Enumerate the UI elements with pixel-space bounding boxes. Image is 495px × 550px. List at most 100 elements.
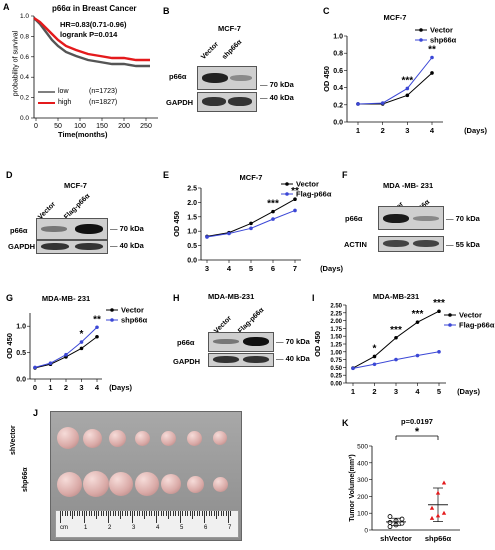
ruler-tick (211, 511, 212, 516)
panel-label-k: K (342, 418, 349, 428)
series-point-2 (95, 325, 99, 330)
ruler-tick (196, 511, 198, 516)
ruler-tick (81, 511, 83, 516)
x-tick-label: 4 (95, 383, 100, 392)
significance-mark: ** (291, 186, 299, 197)
legend-marker-1 (448, 313, 452, 317)
km-ytick-label: 1.0 (20, 13, 29, 20)
series-point-2 (380, 101, 385, 105)
ruler-tick (223, 511, 224, 516)
ruler-label: 1 (84, 525, 88, 531)
blot-b-membrane1 (197, 66, 257, 90)
x-axis-label: (Days) (457, 387, 480, 396)
blot-b-membrane2 (197, 92, 257, 112)
x-tick-label: 2 (64, 383, 68, 392)
ruler-tick (177, 511, 179, 516)
y-tick-label: 2.25 (330, 311, 342, 317)
significance-mark: * (80, 329, 84, 340)
ruler-tick (122, 511, 123, 516)
ruler-tick (60, 511, 61, 523)
series-line-1 (358, 72, 433, 105)
y-axis-label: OD 450 (313, 331, 322, 357)
tumor-photo: cm 1 2 3 4 5 6 7 (50, 411, 242, 541)
tumor (57, 471, 82, 497)
km-hr: HR=0.83(0.71-0.96) (60, 20, 127, 29)
ruler-tick (100, 511, 102, 516)
y-tick-label: 0.50 (330, 366, 342, 372)
series-point-1 (405, 93, 410, 98)
ruler-tick (139, 511, 140, 516)
tumor (109, 472, 133, 496)
series-point-1 (437, 309, 441, 314)
data-point-shp66a (441, 510, 447, 515)
significance-mark: *** (412, 309, 424, 320)
legend-label-1: Vector (430, 26, 453, 35)
series-point-1 (249, 221, 253, 226)
series-point-1 (372, 354, 377, 359)
tumor (161, 474, 181, 494)
ruler-label: 6 (204, 525, 208, 531)
blot-d-row2: GAPDH (8, 242, 36, 251)
x-tick-label: 2 (372, 387, 376, 396)
blot-b-marker2: — 40 kDa (260, 93, 294, 102)
significance-mark: * (373, 343, 377, 354)
y-tick-label: 300 (357, 477, 368, 484)
ruler-tick (108, 511, 109, 523)
ruler-tick (216, 511, 217, 519)
km-title: p66α in Breast Cancer (52, 4, 137, 13)
x-axis-label: (Days) (109, 383, 132, 392)
km-xtick-label: 250 (140, 123, 152, 130)
x-tick-label: 4 (415, 387, 420, 396)
ruler-tick (105, 511, 107, 516)
tumor-volume-chart: Tumor Volume(mm³) 0 100 200 300 400 500 shVecto… (349, 418, 460, 543)
ruler-tick (199, 511, 200, 516)
series-point-2 (356, 102, 360, 106)
ruler-tick (141, 511, 143, 516)
ruler-tick (160, 511, 162, 516)
chart-title: MCF-7 (384, 13, 407, 22)
ruler-tick (175, 511, 176, 516)
data-point-shp66a (435, 490, 441, 495)
legend-label-1: Vector (121, 306, 144, 315)
series-point-2 (405, 86, 410, 91)
km-ytick-label: 0.2 (20, 95, 29, 102)
x-tick-label: shVector (380, 534, 412, 543)
ruler-tick (228, 511, 229, 523)
blot-d-marker1: — 70 kDa (110, 224, 144, 233)
ruler-tick (158, 511, 159, 516)
ruler-tick (168, 511, 169, 519)
x-tick-label: 3 (394, 387, 398, 396)
km-logrank: logrank P=0.014 (60, 30, 118, 39)
series-point-2 (437, 350, 441, 354)
legend-label-1: Vector (459, 311, 482, 320)
chart-title: MCF-7 (240, 173, 263, 182)
blot-d-row1: p66α (10, 226, 28, 235)
blot-b-lane1: Vector (200, 40, 221, 61)
blot-f-membrane2 (378, 236, 444, 252)
series-point-2 (79, 340, 84, 344)
y-tick-label: 0.6 (333, 68, 343, 75)
blot-h-row1: p66α (177, 338, 195, 347)
km-curve-high (33, 17, 150, 62)
ruler-tick (182, 511, 183, 516)
series-point-2 (227, 231, 231, 236)
significance-mark: *** (433, 298, 445, 309)
km-xtick-label: 50 (54, 123, 62, 130)
km-y-ticks: 0.0 0.2 0.4 0.6 0.8 1.0 (20, 13, 34, 122)
series-point-2 (372, 362, 377, 367)
ruler-tick (115, 511, 116, 516)
legend-marker-2 (448, 323, 452, 327)
panel-label-d: D (6, 170, 13, 180)
legend-label-2: shp66α (430, 36, 457, 45)
x-tick-label: 1 (356, 126, 360, 135)
x-tick-label: 4 (430, 126, 435, 135)
ruler-tick (153, 511, 155, 516)
ruler-tick (64, 511, 66, 516)
photo-row2-label: shp66α (22, 467, 29, 492)
ruler-tick (180, 511, 181, 523)
legend-label-2: shp66α (121, 316, 148, 325)
data-point-shvector (399, 516, 405, 522)
x-axis-label: (Days) (464, 126, 487, 135)
km-legend-high-n: (n=1827) (89, 99, 118, 106)
growth-chart-i: MDA-MB-231 OD 450 0.00 0.25 0.50 0.75 1.001.25… (313, 293, 495, 396)
